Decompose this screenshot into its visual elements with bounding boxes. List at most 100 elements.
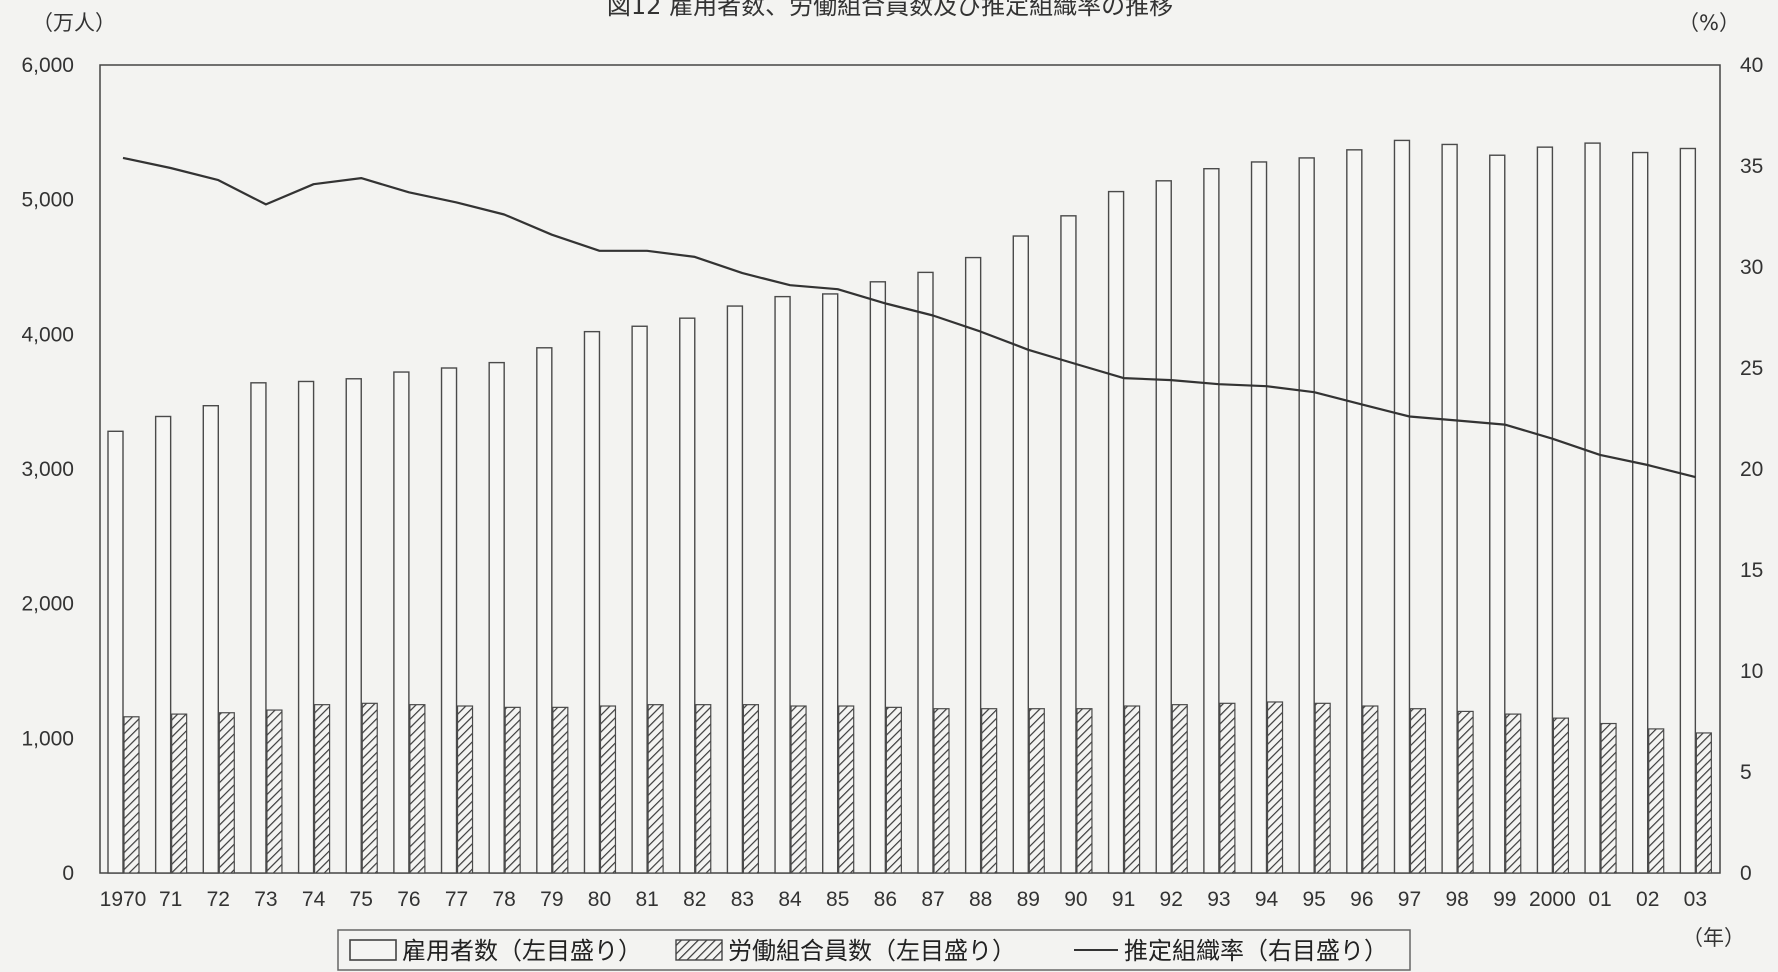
employee-bar [250, 382, 267, 874]
employee-bar [1203, 167, 1220, 874]
union-member-bar [742, 704, 760, 874]
union-member-bar [409, 704, 426, 874]
left-tick-label: 0 [62, 862, 74, 885]
x-tick-label: 80 [588, 888, 611, 911]
union-member-bar [218, 712, 235, 874]
employee-bar [297, 380, 315, 874]
x-tick-label: 1970 [100, 888, 147, 911]
employee-bar [1346, 149, 1363, 874]
employee-bar [1393, 139, 1411, 874]
chart-title: 図12 雇用者数、労働組合員数及び推定組織率の推移 [607, 0, 1173, 20]
union-member-bar [361, 702, 378, 874]
right-tick-label: 15 [1740, 559, 1763, 582]
x-tick-label: 90 [1064, 888, 1087, 911]
rate-line-group [122, 156, 1696, 479]
x-tick-label: 83 [731, 888, 754, 911]
employee-bar [1012, 235, 1029, 874]
x-tick-label: 74 [302, 888, 326, 911]
union-member-bar [599, 705, 617, 874]
employee-bar [1441, 143, 1458, 874]
x-tick-label: 73 [254, 888, 277, 911]
employee-bar [440, 367, 458, 874]
union-member-bar [1695, 732, 1712, 874]
x-tick-label: 88 [969, 888, 992, 911]
legend-label-employees: 雇用者数（左目盛り） [402, 937, 642, 965]
union-member-bar [1123, 705, 1141, 874]
union-member-bar [790, 705, 807, 874]
employee-bar [488, 361, 505, 874]
left-tick-label: 5,000 [21, 189, 74, 212]
legend-frame [337, 929, 1411, 971]
x-tick-label: 85 [826, 888, 849, 911]
x-tick-label: 81 [635, 888, 658, 911]
left-axis-unit: （万人） [32, 11, 116, 35]
legend-swatch-hatched [675, 939, 723, 961]
x-tick-label: 89 [1017, 888, 1040, 911]
x-tick-label: 91 [1112, 888, 1135, 911]
left-tick-label: 6,000 [21, 54, 74, 77]
employee-bar [679, 317, 696, 874]
employee-bar [583, 330, 601, 874]
union-member-bar [1457, 710, 1474, 874]
right-tick-label: 0 [1740, 862, 1752, 885]
employee-bar [107, 430, 124, 874]
union-member-bar [1552, 717, 1570, 874]
employee-bar [774, 295, 791, 874]
employee-bar [822, 293, 839, 874]
legend-label-rate: 推定組織率（右目盛り） [1124, 937, 1388, 965]
employee-bar [1632, 151, 1649, 874]
x-tick-label: 75 [350, 888, 373, 911]
employee-bar [1060, 215, 1077, 874]
x-tick-label: 92 [1160, 888, 1183, 911]
x-tick-label: 82 [683, 888, 706, 911]
x-tick-label: 86 [874, 888, 897, 911]
x-tick-label: 79 [540, 888, 563, 911]
employee-bar [869, 281, 887, 874]
rate-line [122, 156, 1696, 479]
union-member-bar [266, 709, 283, 874]
employee-bar [1536, 146, 1554, 874]
legend-label-union-members: 労働組合員数（左目盛り） [728, 937, 1016, 965]
employee-bar [1298, 157, 1315, 874]
union-member-bar [1409, 708, 1427, 874]
union-member-bar [1314, 702, 1331, 874]
legend-swatch-open [349, 939, 397, 961]
right-axis: 0 5 10 15 20 25 30 35 40 [1740, 54, 1763, 885]
union-member-bar [1076, 708, 1093, 874]
x-tick-label: 02 [1636, 888, 1659, 911]
legend: 雇用者数（左目盛り） 労働組合員数（左目盛り） 推定組織率（右目盛り） [337, 929, 1411, 971]
x-tick-label: 2000 [1529, 888, 1576, 911]
union-member-bar [1171, 704, 1188, 874]
employee-bar [1584, 142, 1601, 874]
employee-bar [964, 256, 982, 874]
union-member-bar [1028, 708, 1045, 874]
x-tick-label: 77 [445, 888, 468, 911]
right-tick-label: 30 [1740, 256, 1763, 279]
employee-bar [726, 305, 744, 874]
union-member-bar [695, 704, 712, 874]
union-member-bar [1600, 722, 1617, 874]
bars [107, 139, 1712, 874]
union-member-bar [885, 706, 902, 874]
x-tick-label: 87 [921, 888, 944, 911]
union-member-bar [1219, 702, 1236, 874]
employee-bar [917, 271, 934, 874]
x-tick-label: 96 [1350, 888, 1373, 911]
employee-bar [345, 378, 362, 874]
x-tick-label: 84 [778, 888, 802, 911]
plot-frame [99, 64, 1721, 874]
union-member-bar [456, 705, 474, 874]
left-tick-label: 2,000 [21, 593, 74, 616]
x-tick-label: 71 [159, 888, 182, 911]
employee-bar [202, 405, 219, 874]
union-member-bar [1266, 701, 1284, 874]
union-member-bar [838, 705, 855, 874]
left-axis: 0 1,000 2,000 3,000 4,000 5,000 6,000 [21, 54, 74, 885]
right-tick-label: 25 [1740, 357, 1763, 380]
employee-bar [1250, 161, 1268, 874]
x-axis: 1970 71 72 73 74 75 76 77 78 79 80 81 82 83 84 85 86 87 88… [100, 888, 1707, 911]
employee-bar [393, 371, 410, 874]
union-member-bar [981, 708, 998, 874]
